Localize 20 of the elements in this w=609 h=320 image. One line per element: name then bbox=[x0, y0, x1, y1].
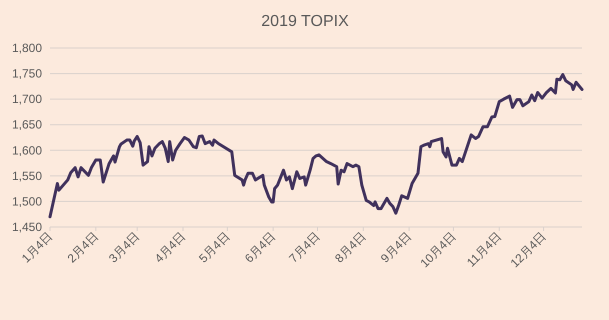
x-tick-label: 10月4日 bbox=[418, 229, 459, 270]
x-tick-label: 3月4日 bbox=[106, 229, 142, 266]
x-tick-label: 9月4日 bbox=[378, 229, 414, 266]
y-tick-label: 1,750 bbox=[12, 66, 42, 81]
x-tick-label: 4月4日 bbox=[152, 229, 188, 266]
x-tick-label: 6月4日 bbox=[242, 229, 278, 266]
y-tick-label: 1,650 bbox=[12, 118, 42, 132]
y-tick-label: 1,550 bbox=[12, 168, 42, 183]
x-tick-label: 12月4日 bbox=[508, 229, 549, 270]
y-tick-label: 1,600 bbox=[12, 143, 42, 158]
x-tick-label: 2月4日 bbox=[64, 229, 101, 266]
y-tick-label: 1,450 bbox=[12, 220, 42, 234]
x-tick-label: 5月4日 bbox=[196, 229, 232, 266]
y-tick-label: 1,700 bbox=[12, 92, 42, 106]
x-tick-label: 8月4日 bbox=[332, 229, 368, 266]
x-tick-label: 11月4日 bbox=[464, 229, 504, 270]
y-tick-label: 1,800 bbox=[12, 41, 42, 55]
x-tick-label: 7月4日 bbox=[286, 229, 323, 266]
chart-title: 2019 TOPIX bbox=[261, 13, 350, 30]
y-tick-label: 1,500 bbox=[12, 194, 42, 208]
